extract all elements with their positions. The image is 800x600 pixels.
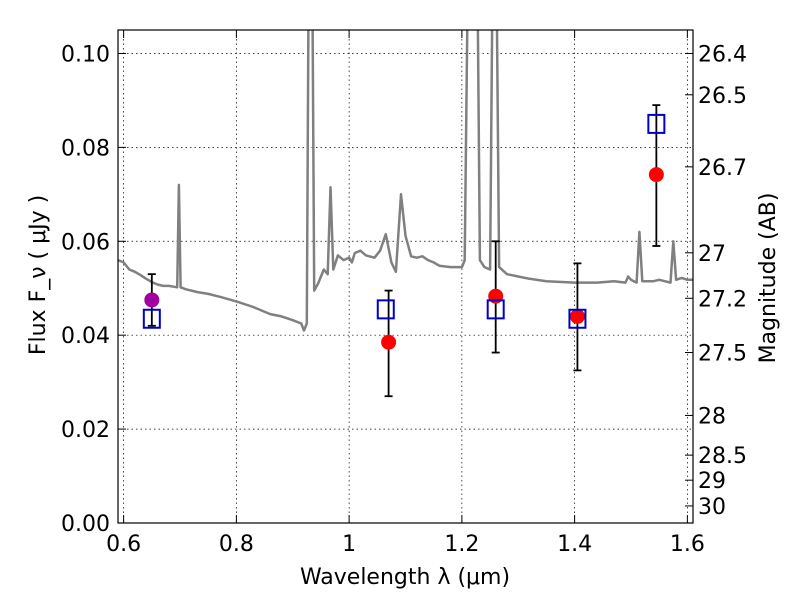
y-tick-label: 0.08 xyxy=(61,136,110,161)
error-bars xyxy=(147,104,661,398)
magnitude-tick-label: 27.5 xyxy=(698,342,747,367)
y-tick-label: 0.06 xyxy=(61,230,110,255)
y-tick-label: 0.02 xyxy=(61,418,110,443)
magnitude-tick-label: 27.2 xyxy=(698,287,747,312)
observed-point xyxy=(381,334,397,350)
magnitude-tick-label: 26.7 xyxy=(698,156,747,181)
magnitude-tick-label: 30 xyxy=(698,495,726,520)
template-spectrum-line xyxy=(118,30,693,332)
model-points xyxy=(142,113,666,329)
model-point xyxy=(376,299,395,320)
observed-points xyxy=(144,167,664,350)
model-point xyxy=(568,308,587,329)
magnitude-tick-label: 28.5 xyxy=(698,444,747,469)
x-axis-label: Wavelength λ (μm) xyxy=(300,565,510,590)
observed-point xyxy=(569,308,585,324)
x-tick-label: 1.2 xyxy=(444,532,479,557)
x-tick-label: 1.4 xyxy=(557,532,592,557)
magnitude-axis-label: Magnitude (AB) xyxy=(756,193,781,364)
x-tick-label: 0.8 xyxy=(219,532,254,557)
model-point xyxy=(142,308,161,329)
y-tick-label: 0.10 xyxy=(61,42,110,67)
magnitude-tick-label: 26.5 xyxy=(698,84,747,109)
magnitude-tick-label: 27 xyxy=(698,242,726,267)
observed-point xyxy=(144,292,160,308)
magnitude-tick-label: 26.4 xyxy=(698,42,747,67)
model-point xyxy=(486,299,505,320)
y-tick-label: 0.00 xyxy=(61,512,110,537)
plot-frame xyxy=(117,29,694,524)
grid-lines xyxy=(118,30,693,524)
observed-point xyxy=(488,288,504,304)
magnitude-tick-label: 29 xyxy=(698,469,726,494)
x-tick-label: 1.6 xyxy=(670,532,705,557)
x-tick-label: 1 xyxy=(342,532,356,557)
observed-point xyxy=(648,167,664,183)
y-tick-label: 0.04 xyxy=(61,324,110,349)
model-point xyxy=(647,113,666,134)
y-axis-label: Flux F_ν ( μJy ) xyxy=(26,195,51,355)
y-axis-ticks: 0.00 0.02 0.04 0.06 0.08 0.10 xyxy=(61,42,126,537)
x-tick-label: 0.6 xyxy=(106,532,141,557)
x-axis-ticks: 0.6 0.8 1 1.2 1.4 1.6 xyxy=(106,30,705,557)
template-spectrum xyxy=(118,30,693,332)
magnitude-tick-label: 28 xyxy=(698,404,726,429)
